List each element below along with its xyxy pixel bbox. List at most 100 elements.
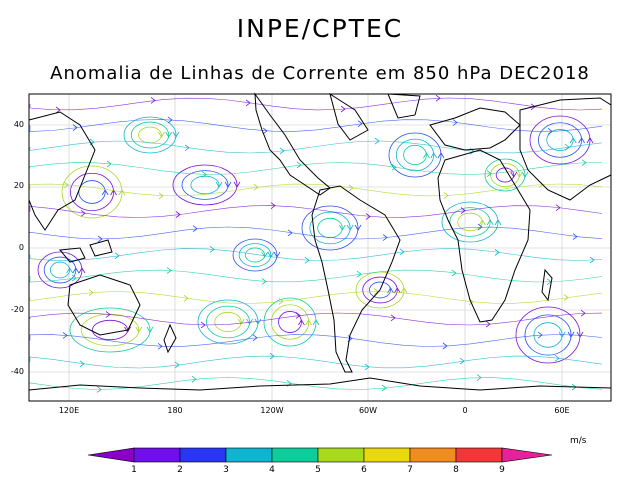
colorbar-segment [317,447,365,463]
streamline-loop [43,256,77,284]
streamline-arrow [233,181,241,188]
streamline-arrow [365,213,371,220]
streamline-arrow [338,224,346,231]
streamline-arrow [215,181,223,188]
coastline [429,107,521,151]
streamline-arrow [569,137,577,144]
streamline-arrow [105,311,111,318]
coastlines [28,92,612,391]
streamline-arrow [580,309,586,317]
colorbar-label: 1 [131,465,137,475]
coastline [541,268,553,302]
lon-tick: 0 [462,406,467,415]
streamline-arrow [510,171,518,178]
colorbar-label: 7 [407,465,413,475]
lat-tick: 0 [19,243,24,252]
streamline-loop [214,311,242,333]
streamline-arrow [477,223,483,231]
colorbar-segment [455,447,503,463]
streamline-loop [395,138,435,172]
streamline-arrow [563,294,569,301]
streamline-arrow [191,375,197,383]
streamline-arrow [184,144,190,152]
coastline [437,149,531,323]
streamline-arrow [494,249,500,256]
coastline [59,247,86,263]
coastline [28,111,96,231]
streamline-loop [244,247,266,263]
streamline-arrow [172,131,180,138]
streamline-arrow [485,320,491,328]
streamline-zonal [29,205,603,218]
streamline-arrow [451,269,457,277]
streamline-loop [538,122,583,158]
streamline-arrow [586,137,594,144]
streamline-loop [205,305,250,339]
streamline-loop [232,238,278,272]
streamline-zonal [29,334,603,347]
streamline-arrow [80,209,86,217]
streamline-arrow [110,189,117,196]
streamline-arrow [478,219,486,226]
streamline-arrow [393,287,401,294]
streamline-arrow [146,326,154,333]
map-subtitle: Anomalia de Linhas de Corrente em 850 hP… [50,63,590,84]
streamline-arrow [261,278,267,285]
streamline-arrow [312,319,320,326]
lon-tick: 180 [167,406,182,415]
streamline-arrow [390,314,396,322]
streamline-arrow [273,251,281,258]
coastline [329,92,369,141]
lon-tick: 120E [59,406,79,415]
lat-tick: 20 [14,181,24,190]
streamline-arrow [66,267,74,274]
streamline-arrow [555,204,561,212]
streamline-arrow [547,128,553,135]
streamline-arrow [442,342,448,350]
lat-tick: 40 [14,120,24,129]
lon-tick: 60W [359,406,377,415]
streamline-loop [457,212,483,232]
streamline-arrow [304,256,310,264]
streamline-loop [263,297,317,347]
streamline-arrow [192,225,198,233]
map-gridlines [29,94,611,401]
streamline-arrow [106,160,112,168]
streamline-arrow [88,289,94,296]
streamline-loop [301,205,359,251]
streamline-loop [238,243,272,267]
streamline-arrow [340,105,346,113]
streamline-arrow [209,246,215,253]
streamline-arrow [267,251,275,258]
streamline-arrow [79,360,85,368]
streamline-arrow [521,171,529,178]
streamline-arrow [537,331,543,339]
streamline-loop [362,276,398,304]
streamline-arrow [572,233,578,240]
streamline-arrow [399,248,405,256]
streamline-loop [529,115,591,165]
coastline [311,185,401,373]
streamline-arrow [200,321,206,329]
streamline-arrow [567,331,575,338]
streamline-loop [369,281,391,299]
streamline-arrow [364,363,370,371]
streamline-loop [484,158,526,192]
streamline-arrow [166,267,172,274]
streamline-arrow [576,331,584,338]
colorbar-segment [179,447,227,463]
streamline-loop [278,311,302,333]
map-panel [28,92,612,402]
colorbar-label: 5 [315,465,321,475]
streamline-arrow [278,297,284,305]
streamline-arrow [387,287,394,294]
streamline-arrow [174,361,180,369]
streamline-loop [388,132,442,178]
streamline-loop [49,261,71,279]
coastline [28,377,612,391]
streamline-arrow [135,326,143,333]
streamline-loop [403,144,427,166]
streamline-arrow [486,170,492,177]
streamline-loop [37,251,83,289]
